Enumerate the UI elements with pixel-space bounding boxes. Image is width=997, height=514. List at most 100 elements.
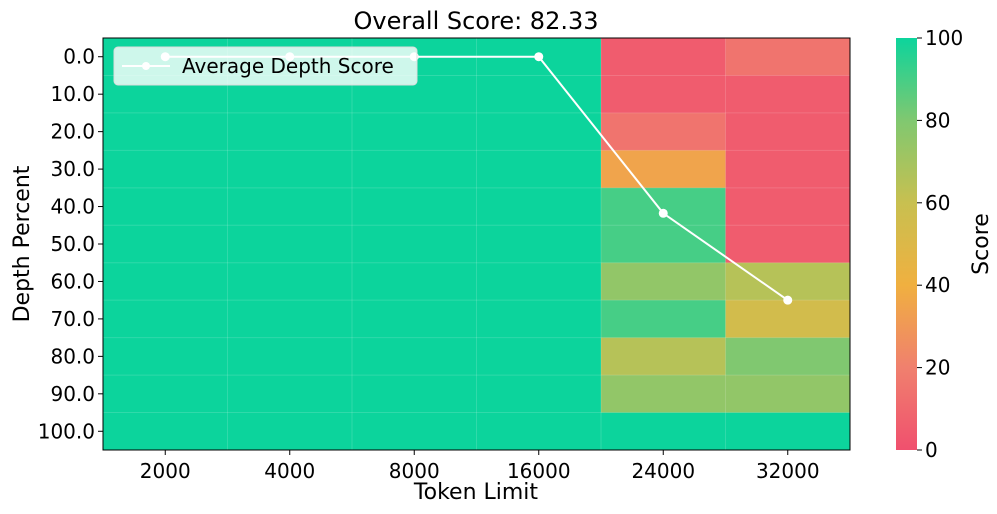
heatmap-cell bbox=[725, 225, 851, 264]
y-axis-ticks: 0.0 10.0 20.0 30.0 40.0 50.0 60.0 70.0 80.0 90.0 1… bbox=[38, 45, 103, 443]
legend: Average Depth Score bbox=[113, 46, 418, 86]
heatmap-cell bbox=[103, 150, 228, 189]
heatmap-cell bbox=[352, 375, 477, 414]
heatmap-cell bbox=[476, 75, 602, 114]
x-axis-label: Token Limit bbox=[413, 480, 539, 505]
heatmap-cell bbox=[103, 262, 228, 301]
colorbar-tick-label: 60 bbox=[925, 191, 950, 215]
heatmap-cell bbox=[352, 300, 477, 339]
heatmap-cell bbox=[601, 75, 726, 114]
colorbar-label: Score bbox=[969, 213, 994, 275]
heatmap-cell bbox=[601, 150, 726, 189]
heatmap-cell bbox=[601, 187, 726, 226]
heatmap-cell bbox=[352, 337, 477, 376]
line-point bbox=[783, 295, 793, 305]
colorbar-tick-label: 20 bbox=[925, 356, 950, 380]
heatmap-cell bbox=[725, 75, 851, 114]
y-tick-label: 90.0 bbox=[50, 382, 95, 406]
heatmap-cell bbox=[227, 412, 353, 451]
colorbar-tick-label: 80 bbox=[925, 108, 950, 132]
heatmap-cell bbox=[227, 150, 353, 189]
x-tick-label: 8000 bbox=[389, 459, 440, 483]
y-tick-label: 20.0 bbox=[50, 120, 95, 144]
x-tick-label: 2000 bbox=[140, 459, 191, 483]
y-tick-label: 80.0 bbox=[50, 344, 95, 368]
colorbar bbox=[896, 38, 917, 450]
heatmap-cell bbox=[725, 112, 851, 151]
heatmap-cell bbox=[476, 300, 602, 339]
heatmap-cell bbox=[352, 112, 477, 151]
y-tick-label: 50.0 bbox=[50, 232, 95, 256]
y-tick-label: 30.0 bbox=[50, 157, 95, 181]
heatmap-cell bbox=[601, 112, 726, 151]
heatmap-cell bbox=[352, 187, 477, 226]
heatmap-cell bbox=[601, 375, 726, 414]
heatmap-cell bbox=[601, 300, 726, 339]
chart-title: Overall Score: 82.33 bbox=[353, 7, 598, 35]
heatmap-cell bbox=[227, 112, 353, 151]
heatmap-cells bbox=[103, 38, 851, 451]
heatmap-cell bbox=[601, 337, 726, 376]
heatmap-cell bbox=[227, 337, 353, 376]
heatmap-cell bbox=[227, 187, 353, 226]
colorbar-tick-label: 40 bbox=[925, 273, 950, 297]
heatmap-cell bbox=[103, 225, 228, 264]
heatmap-cell bbox=[601, 38, 726, 76]
heatmap-cell bbox=[103, 375, 228, 414]
colorbar-tick-label: 100 bbox=[925, 26, 963, 50]
x-axis-ticks: 2000 4000 8000 16000 24000 32000 bbox=[140, 450, 820, 483]
legend-label: Average Depth Score bbox=[182, 54, 394, 78]
heatmap-cell bbox=[476, 112, 602, 151]
heatmap-cell bbox=[227, 262, 353, 301]
y-tick-label: 100.0 bbox=[38, 419, 95, 443]
heatmap-cell bbox=[725, 337, 851, 376]
heatmap-cell bbox=[725, 375, 851, 414]
y-tick-label: 70.0 bbox=[50, 307, 95, 331]
y-axis-label: Depth Percent bbox=[10, 165, 35, 322]
grid-lines bbox=[103, 38, 850, 450]
legend-marker bbox=[142, 62, 150, 70]
heatmap-cell bbox=[103, 112, 228, 151]
colorbar-tick-label: 0 bbox=[925, 438, 938, 462]
y-tick-label: 10.0 bbox=[50, 82, 95, 106]
heatmap-cell bbox=[476, 337, 602, 376]
heatmap-cell bbox=[103, 300, 228, 339]
y-tick-label: 40.0 bbox=[50, 195, 95, 219]
heatmap-cell bbox=[352, 262, 477, 301]
heatmap-cell bbox=[725, 150, 851, 189]
heatmap-cell bbox=[227, 375, 353, 414]
heatmap-cell bbox=[601, 262, 726, 301]
heatmap-cell bbox=[601, 225, 726, 264]
x-tick-label: 32000 bbox=[756, 459, 820, 483]
x-tick-label: 4000 bbox=[264, 459, 315, 483]
heatmap-cell bbox=[227, 300, 353, 339]
heatmap-cell bbox=[476, 225, 602, 264]
x-tick-label: 16000 bbox=[507, 459, 571, 483]
heatmap-cell bbox=[103, 337, 228, 376]
heatmap-cell bbox=[476, 375, 602, 414]
heatmap-cell bbox=[476, 412, 602, 451]
heatmap-cell bbox=[103, 412, 228, 451]
heatmap-cell bbox=[725, 38, 851, 76]
heatmap-cell bbox=[352, 225, 477, 264]
heatmap-cell bbox=[725, 187, 851, 226]
y-tick-label: 60.0 bbox=[50, 269, 95, 293]
heatmap-cell bbox=[352, 412, 477, 451]
y-tick-label: 0.0 bbox=[63, 45, 95, 69]
heatmap-cell bbox=[601, 412, 726, 451]
heatmap-cell bbox=[476, 262, 602, 301]
heatmap-cell bbox=[725, 300, 851, 339]
legend-box bbox=[113, 46, 418, 86]
heatmap-cell bbox=[227, 225, 353, 264]
line-point bbox=[658, 208, 668, 218]
heatmap-cell bbox=[725, 412, 851, 451]
line-point bbox=[534, 52, 544, 62]
heatmap-cell bbox=[103, 187, 228, 226]
colorbar-ticks: 0 20 40 60 80 100 bbox=[917, 26, 963, 462]
heatmap-cell bbox=[476, 150, 602, 189]
heatmap-cell bbox=[476, 187, 602, 226]
x-tick-label: 24000 bbox=[631, 459, 695, 483]
heatmap-cell bbox=[725, 262, 851, 301]
heatmap-cell bbox=[352, 150, 477, 189]
